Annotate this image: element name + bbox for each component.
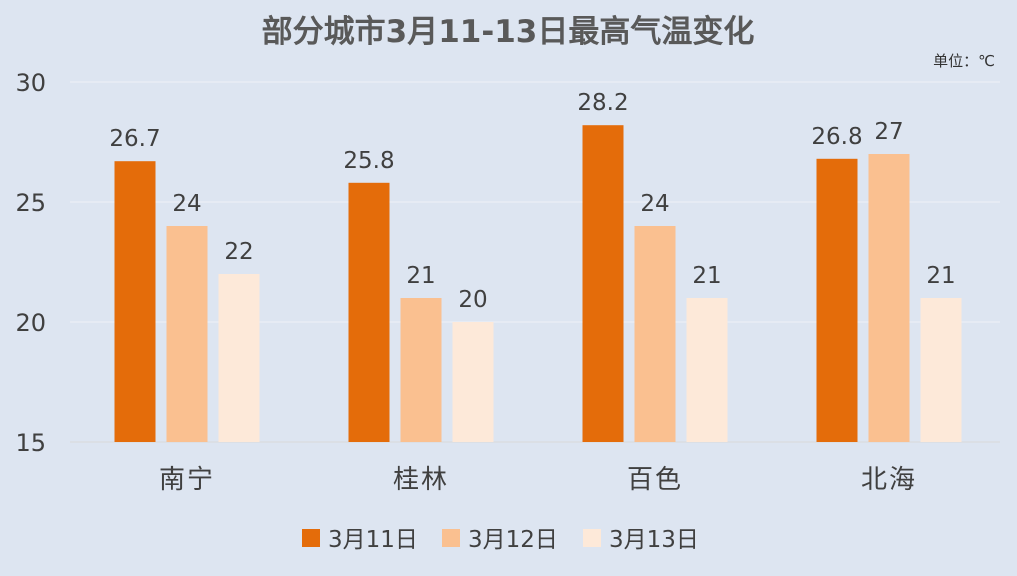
bar [218, 274, 260, 442]
bar [920, 298, 962, 442]
y-axis: 15 20 25 30 [15, 69, 46, 457]
data-label: 25.8 [343, 148, 394, 174]
data-label: 21 [692, 263, 721, 289]
bar [868, 154, 910, 442]
data-label: 28.2 [577, 90, 628, 116]
chart-title: 部分城市3月11-13日最高气温变化 [262, 14, 755, 50]
data-label: 24 [640, 191, 669, 217]
y-tick-label: 30 [15, 69, 46, 97]
y-tick-label: 15 [15, 429, 46, 457]
legend-swatch [583, 529, 601, 547]
x-tick-label: 桂林 [393, 465, 449, 495]
y-tick-label: 20 [15, 309, 46, 337]
bar [816, 158, 858, 443]
bar [166, 226, 208, 442]
bar [686, 298, 728, 442]
data-label: 20 [458, 287, 487, 313]
data-label: 21 [926, 263, 955, 289]
legend-label: 3月11日 [328, 527, 418, 553]
data-label: 27 [874, 119, 903, 145]
data-label: 21 [406, 263, 435, 289]
bar [452, 322, 494, 442]
bar [348, 182, 390, 443]
data-label: 26.8 [811, 124, 862, 150]
legend-label: 3月12日 [468, 527, 558, 553]
data-label: 24 [172, 191, 201, 217]
unit-label: 单位：℃ [933, 52, 995, 70]
bar [114, 161, 156, 442]
x-tick-label: 南宁 [159, 465, 215, 495]
bar [582, 125, 624, 442]
bars [114, 125, 962, 443]
legend: 3月11日 3月12日 3月13日 [302, 527, 699, 553]
x-tick-label: 北海 [861, 465, 917, 495]
y-tick-label: 25 [15, 189, 46, 217]
legend-swatch [302, 529, 320, 547]
x-axis: 南宁 桂林 百色 北海 [159, 465, 917, 495]
data-label: 26.7 [109, 126, 160, 152]
data-labels: 26.7 24 22 25.8 21 20 28.2 24 21 26.8 27 21 [109, 90, 955, 313]
data-label: 22 [224, 239, 253, 265]
x-tick-label: 百色 [627, 465, 683, 495]
bar [634, 226, 676, 442]
legend-swatch [442, 529, 460, 547]
bar [400, 298, 442, 442]
legend-label: 3月13日 [609, 527, 699, 553]
